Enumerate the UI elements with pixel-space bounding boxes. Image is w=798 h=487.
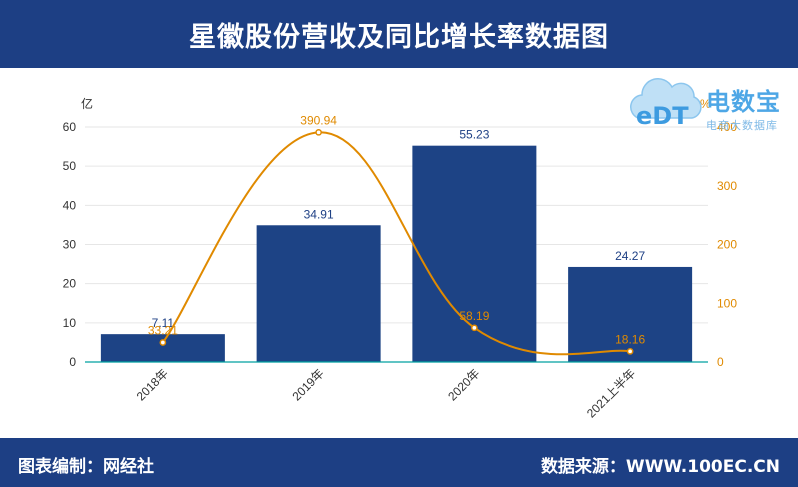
bar-value-label: 7.11	[152, 316, 175, 330]
chart-area: 0 10 20 30 40 50 60 0 100 200 300 400 亿 % 7.11 34.91 55.…	[63, 96, 738, 420]
line-point	[315, 128, 322, 136]
logo-brand-name: 电数宝	[706, 88, 781, 116]
y-axis-label: 亿	[81, 96, 93, 111]
growth-rate-line	[162, 131, 631, 356]
y2-tick-label: 100	[717, 296, 737, 310]
line-value-label: 33.21	[148, 323, 178, 337]
logo-subtitle: 电商大数据库	[706, 119, 778, 132]
y-tick-label: 50	[63, 159, 77, 173]
bar-value-label: 24.27	[615, 249, 645, 263]
footer-source: 数据来源：WWW.100EC.CN	[540, 457, 780, 477]
line-value-label: 390.94	[300, 113, 337, 127]
y-tick-label: 60	[63, 120, 77, 134]
chart-footer: 图表编制：网经社 数据来源：WWW.100EC.CN	[0, 438, 798, 487]
y-tick-label: 30	[63, 238, 77, 252]
chart-header: 星徽股份营收及同比增长率数据图	[0, 0, 798, 68]
x-tick-label: 2018年	[134, 366, 171, 403]
y2-tick-label: 300	[717, 179, 737, 193]
logo-mark-text: eDT	[636, 102, 689, 130]
y2-tick-label: 200	[717, 238, 737, 252]
bar-value-label: 34.91	[304, 207, 334, 221]
line-value-label: 18.16	[615, 332, 645, 346]
line-value-label: 58.19	[459, 309, 489, 323]
y-tick-label: 40	[63, 198, 77, 212]
bar	[568, 266, 693, 362]
bar	[256, 225, 381, 362]
bar-value-label: 55.23	[459, 128, 489, 142]
bar	[100, 334, 225, 362]
y-tick-label: 0	[69, 355, 76, 369]
line-point	[159, 339, 167, 346]
y-tick-label: 20	[63, 277, 77, 291]
y2-tick-label: 0	[717, 355, 724, 369]
x-tick-label: 2019年	[289, 366, 326, 403]
line-point	[471, 324, 478, 332]
y2-axis-label: %	[700, 97, 711, 111]
cloud-logo-icon: eDT	[630, 78, 702, 130]
line-point	[626, 347, 634, 355]
x-tick-label: 2020年	[445, 366, 482, 403]
brand-logo: eDT 电数宝 电商大数据库	[626, 72, 796, 134]
footer-compiler: 图表编制：网经社	[18, 457, 154, 477]
y2-tick-label: 400	[717, 120, 737, 134]
y-tick-label: 10	[63, 316, 77, 330]
chart-title: 星徽股份营收及同比增长率数据图	[189, 21, 609, 53]
x-tick-label: 2021上半年	[584, 366, 638, 420]
